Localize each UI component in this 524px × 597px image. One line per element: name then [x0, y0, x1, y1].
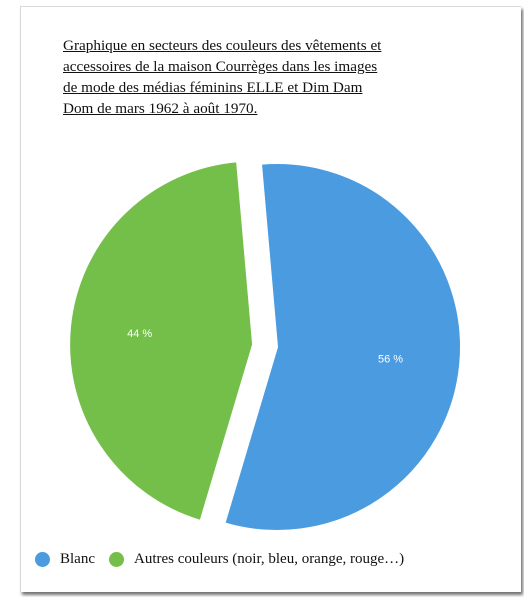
- pie-slice-blanc: [223, 162, 462, 532]
- legend-label-blanc: Blanc: [60, 551, 95, 567]
- chart-card: Graphique en secteurs des couleurs des v…: [20, 6, 521, 592]
- pie-chart: 56 % 44 %: [68, 160, 462, 532]
- chart-title: Graphique en secteurs des couleurs des v…: [63, 37, 382, 117]
- legend-label-autres-couleurs: Autres couleurs (noir, bleu, orange, rou…: [134, 551, 405, 567]
- pie-slice-autres-couleurs: [68, 160, 255, 523]
- legend-item-blanc: Blanc: [35, 551, 95, 568]
- legend-swatch-autres-couleurs: [109, 552, 124, 567]
- chart-legend: Blanc Autres couleurs (noir, bleu, orang…: [35, 551, 418, 568]
- slice-label-autres-couleurs: 44 %: [127, 328, 152, 340]
- legend-swatch-blanc: [35, 552, 50, 567]
- legend-item-autres-couleurs: Autres couleurs (noir, bleu, orange, rou…: [109, 551, 404, 568]
- slice-label-blanc: 56 %: [378, 354, 403, 366]
